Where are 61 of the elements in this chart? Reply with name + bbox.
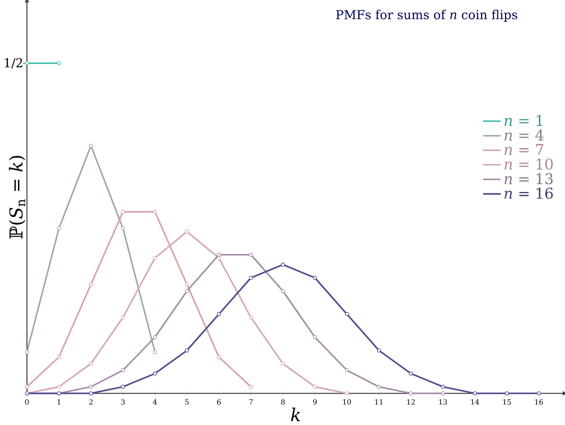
point — [152, 372, 157, 376]
point — [120, 368, 125, 372]
point — [216, 252, 221, 257]
point — [56, 355, 61, 360]
point — [88, 282, 93, 287]
point — [344, 392, 349, 396]
text: 1/2 — [4, 58, 22, 69]
point — [88, 362, 93, 366]
point — [216, 312, 221, 316]
x-axis-title: k — [291, 408, 300, 422]
point — [504, 392, 509, 396]
point — [120, 316, 125, 320]
legend-label: n = 4 — [504, 130, 544, 141]
point — [120, 210, 125, 214]
point — [88, 385, 93, 389]
point — [88, 392, 93, 396]
point — [216, 256, 221, 260]
point — [248, 252, 253, 257]
point — [152, 210, 157, 214]
point — [184, 282, 189, 287]
chart-title: PMFs for sums of n coin flips — [336, 10, 518, 22]
legend-label: n = 13 — [504, 173, 553, 184]
point — [88, 144, 93, 148]
point — [376, 385, 381, 389]
point — [152, 336, 157, 340]
point — [24, 350, 29, 354]
point — [440, 392, 445, 396]
legend-label: n = 10 — [504, 158, 553, 170]
point — [152, 350, 157, 354]
point — [280, 362, 285, 366]
point — [344, 312, 349, 316]
point — [376, 348, 381, 353]
point — [312, 276, 317, 280]
point — [184, 348, 189, 353]
point — [312, 385, 317, 389]
point — [248, 385, 253, 389]
point — [120, 226, 125, 230]
point — [56, 61, 61, 66]
point — [472, 392, 477, 396]
point — [152, 256, 157, 260]
point — [248, 316, 253, 320]
point — [440, 385, 445, 389]
point — [216, 355, 221, 360]
point — [120, 385, 125, 389]
point — [408, 372, 413, 376]
y-axis-title: ℙ(S$_{n}$ = k) — [8, 156, 26, 239]
point — [184, 289, 189, 294]
legend-label: n = 7 — [504, 144, 544, 156]
point — [280, 262, 285, 267]
point — [312, 336, 317, 340]
point — [408, 392, 413, 396]
point — [24, 385, 29, 389]
point — [536, 392, 541, 396]
point — [184, 230, 189, 234]
legend-label: n = 1 — [504, 115, 542, 126]
point — [344, 368, 349, 372]
point — [280, 289, 285, 294]
point — [56, 385, 61, 389]
point — [56, 226, 61, 230]
point — [248, 276, 253, 280]
legend-label: n = 16 — [504, 188, 553, 200]
